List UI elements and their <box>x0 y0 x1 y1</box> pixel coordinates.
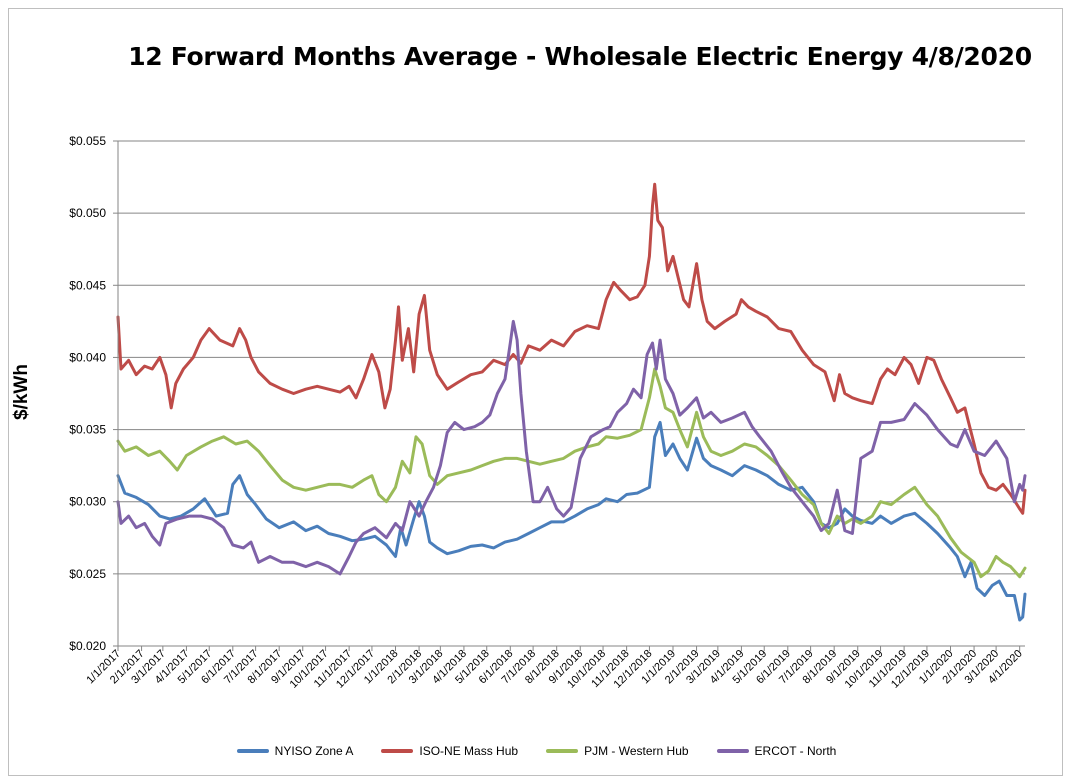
legend-item: NYISO Zone A <box>236 744 354 758</box>
legend-label: PJM - Western Hub <box>584 744 689 758</box>
series-lines <box>116 182 1027 622</box>
y-tick-label: $0.050 <box>69 206 106 220</box>
series-line-pjm-western-hub <box>116 367 1027 579</box>
chart-title: 12 Forward Months Average - Wholesale El… <box>128 42 1032 71</box>
y-tick-label: $0.035 <box>69 423 106 437</box>
legend-swatch <box>716 749 749 753</box>
legend-swatch <box>381 749 414 753</box>
y-tick-label: $0.030 <box>69 495 106 509</box>
legend-label: ISO-NE Mass Hub <box>419 744 519 758</box>
legend: NYISO Zone A ISO-NE Mass Hub PJM - Western… <box>0 744 1073 758</box>
legend-label: ERCOT - North <box>754 744 837 758</box>
y-tick-label: $0.020 <box>69 639 106 653</box>
y-tick-label: $0.055 <box>69 134 106 148</box>
y-tick-label: $0.025 <box>69 567 106 581</box>
gridlines <box>113 140 1025 651</box>
axes <box>117 141 1025 647</box>
legend-swatch <box>546 749 579 753</box>
y-tick-labels: $0.020 $0.025 $0.030 $0.035 $0.040 $0.045 $0.0… <box>69 134 106 653</box>
series-line-iso-ne-mass-hub <box>116 182 1027 515</box>
y-tick-label: $0.040 <box>69 350 106 364</box>
legend-item: ERCOT - North <box>716 744 837 758</box>
chart-frame <box>8 8 1063 776</box>
series-line-nyiso-zone-a <box>116 420 1027 622</box>
legend-item: PJM - Western Hub <box>546 744 689 758</box>
series-line-ercot-north <box>116 319 1027 576</box>
legend-item: ISO-NE Mass Hub <box>381 744 518 758</box>
legend-label: NYISO Zone A <box>274 744 354 758</box>
legend-swatch <box>236 749 269 753</box>
y-tick-label: $0.045 <box>69 278 106 292</box>
x-tick-labels: 1/1/20172/1/20173/1/20174/1/20175/1/2017… <box>84 648 1024 691</box>
